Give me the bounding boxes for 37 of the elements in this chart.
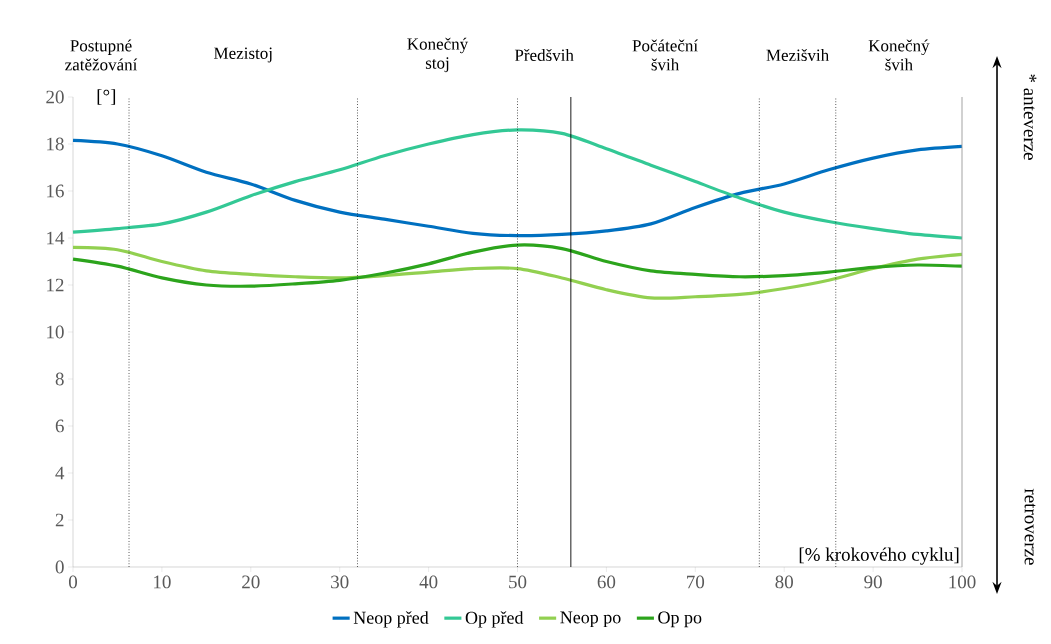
text: * anteverze (1023, 74, 1037, 160)
x-tick-label: 30 (331, 575, 349, 589)
x-tick-label: 90 (864, 575, 882, 589)
y-tick-label: 0 (55, 560, 64, 574)
y-tick-label: 6 (55, 419, 64, 433)
text: Předšvih (514, 49, 574, 61)
x-axis-title: [% krokového cyklu] (799, 547, 959, 565)
text: Mezistoj (213, 47, 272, 63)
y-tick-label: 14 (47, 231, 65, 245)
text: Mezišvih (766, 49, 829, 61)
y-tick-label: 18 (47, 137, 64, 151)
x-tick-label: 40 (419, 575, 438, 589)
x-tick-label: 80 (775, 575, 793, 589)
y-tick-label: 20 (46, 90, 64, 104)
legend-label: Op po (658, 611, 702, 628)
x-tick-label: 100 (949, 575, 976, 589)
legend-label: Op před (465, 611, 524, 628)
y-axis-title: [°] (97, 89, 116, 105)
y-tick-label: 2 (55, 513, 64, 527)
text: retroverze (1024, 488, 1036, 565)
y-tick-label: 4 (55, 466, 65, 480)
y-tick-label: 8 (55, 372, 64, 386)
x-tick-label: 20 (242, 575, 260, 589)
x-tick-label: 10 (154, 575, 171, 589)
text: Konečný stoj (407, 37, 469, 73)
x-tick-label: 70 (687, 575, 705, 589)
text: Postupné zatěžování (65, 39, 138, 71)
y-tick-label: 12 (47, 278, 64, 292)
text: Konečný švih (868, 39, 930, 71)
y-tick-label: 10 (47, 325, 64, 339)
x-tick-label: 60 (597, 575, 616, 589)
y-tick-label: 16 (47, 184, 64, 198)
x-tick-label: 0 (68, 575, 78, 589)
text: Počáteční švih (632, 39, 698, 71)
legend-label: Neop před (353, 611, 429, 628)
x-tick-label: 50 (509, 575, 527, 589)
legend-label: Neop po (560, 611, 621, 628)
